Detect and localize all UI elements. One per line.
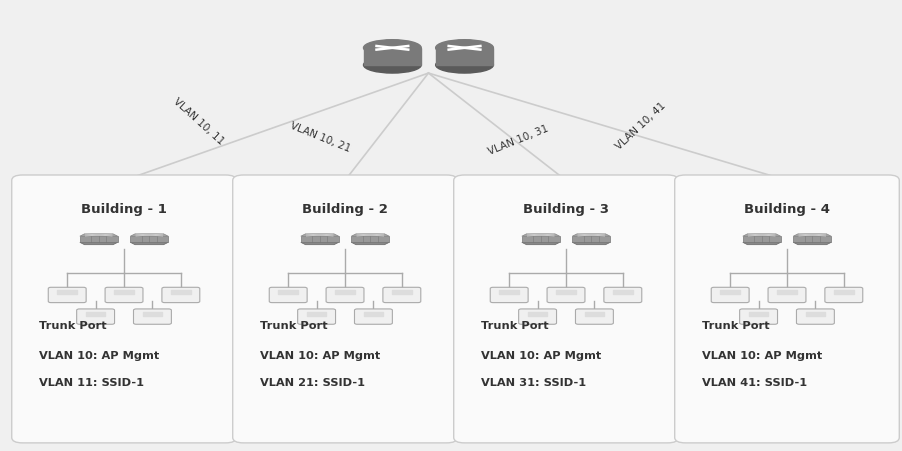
Text: VLAN 11: SSID-1: VLAN 11: SSID-1 [39, 378, 143, 388]
FancyBboxPatch shape [106, 287, 143, 303]
FancyBboxPatch shape [382, 287, 420, 303]
Ellipse shape [364, 57, 421, 73]
FancyBboxPatch shape [712, 287, 750, 303]
Bar [778, 290, 796, 295]
Polygon shape [743, 242, 781, 245]
Bar [805, 312, 825, 316]
Bar [279, 290, 298, 295]
FancyBboxPatch shape [604, 287, 642, 303]
Polygon shape [743, 236, 781, 242]
Text: VLAN 31: SSID-1: VLAN 31: SSID-1 [481, 378, 586, 388]
FancyBboxPatch shape [491, 287, 529, 303]
Polygon shape [743, 234, 781, 236]
Text: VLAN 10: AP Mgmt: VLAN 10: AP Mgmt [39, 351, 159, 361]
Polygon shape [794, 234, 832, 236]
Polygon shape [80, 234, 117, 236]
Ellipse shape [436, 57, 493, 73]
Text: VLAN 10, 11: VLAN 10, 11 [171, 97, 226, 147]
Bar [528, 312, 548, 316]
Polygon shape [352, 236, 390, 242]
Text: VLAN 10, 41: VLAN 10, 41 [613, 101, 667, 152]
FancyBboxPatch shape [77, 309, 115, 324]
Text: VLAN 10: AP Mgmt: VLAN 10: AP Mgmt [481, 351, 601, 361]
Bar [307, 312, 327, 316]
FancyBboxPatch shape [133, 309, 171, 324]
Bar [58, 290, 77, 295]
Bar [749, 312, 769, 316]
Polygon shape [521, 236, 559, 242]
FancyBboxPatch shape [547, 287, 585, 303]
Polygon shape [521, 234, 559, 236]
FancyBboxPatch shape [162, 287, 200, 303]
FancyBboxPatch shape [769, 287, 806, 303]
Bar [613, 290, 632, 295]
Bar [721, 290, 740, 295]
Bar [364, 312, 383, 316]
FancyBboxPatch shape [270, 287, 307, 303]
Bar [86, 312, 106, 316]
FancyBboxPatch shape [675, 175, 899, 443]
Bar [584, 312, 604, 316]
FancyBboxPatch shape [354, 309, 392, 324]
Bar [834, 290, 853, 295]
FancyBboxPatch shape [233, 175, 457, 443]
Text: Building - 3: Building - 3 [523, 203, 609, 216]
Polygon shape [794, 242, 832, 245]
Text: Trunk Port: Trunk Port [39, 322, 106, 331]
Text: VLAN 10: AP Mgmt: VLAN 10: AP Mgmt [260, 351, 380, 361]
Text: Trunk Port: Trunk Port [702, 322, 769, 331]
Text: Building - 1: Building - 1 [81, 203, 167, 216]
FancyBboxPatch shape [454, 175, 678, 443]
Polygon shape [521, 242, 559, 245]
FancyBboxPatch shape [327, 287, 364, 303]
Polygon shape [573, 234, 611, 236]
Ellipse shape [364, 40, 421, 56]
Polygon shape [131, 242, 169, 245]
FancyBboxPatch shape [796, 309, 834, 324]
Polygon shape [352, 242, 390, 245]
Polygon shape [300, 242, 339, 245]
Text: VLAN 41: SSID-1: VLAN 41: SSID-1 [702, 378, 807, 388]
Text: Building - 2: Building - 2 [302, 203, 388, 216]
Bar [143, 312, 162, 316]
Polygon shape [131, 234, 169, 236]
Bar [364, 48, 421, 65]
Bar [115, 290, 133, 295]
Polygon shape [573, 236, 611, 242]
Polygon shape [300, 236, 339, 242]
FancyBboxPatch shape [519, 309, 557, 324]
Polygon shape [131, 236, 169, 242]
Bar [392, 290, 411, 295]
Bar [500, 290, 519, 295]
FancyBboxPatch shape [298, 309, 336, 324]
Text: Building - 4: Building - 4 [744, 203, 830, 216]
Bar [436, 48, 493, 65]
FancyBboxPatch shape [49, 287, 87, 303]
FancyBboxPatch shape [740, 309, 778, 324]
Text: VLAN 10, 31: VLAN 10, 31 [487, 123, 550, 156]
FancyBboxPatch shape [824, 287, 862, 303]
Text: VLAN 10, 21: VLAN 10, 21 [289, 121, 352, 154]
FancyBboxPatch shape [12, 175, 236, 443]
Polygon shape [80, 236, 117, 242]
Polygon shape [794, 236, 832, 242]
Polygon shape [300, 234, 339, 236]
Ellipse shape [436, 40, 493, 56]
Polygon shape [352, 234, 390, 236]
Bar [557, 290, 575, 295]
Text: VLAN 21: SSID-1: VLAN 21: SSID-1 [260, 378, 364, 388]
Polygon shape [80, 242, 117, 245]
FancyBboxPatch shape [575, 309, 613, 324]
Polygon shape [573, 242, 611, 245]
Text: Trunk Port: Trunk Port [481, 322, 548, 331]
Bar [336, 290, 354, 295]
Text: Trunk Port: Trunk Port [260, 322, 327, 331]
Text: VLAN 10: AP Mgmt: VLAN 10: AP Mgmt [702, 351, 822, 361]
Bar [171, 290, 190, 295]
